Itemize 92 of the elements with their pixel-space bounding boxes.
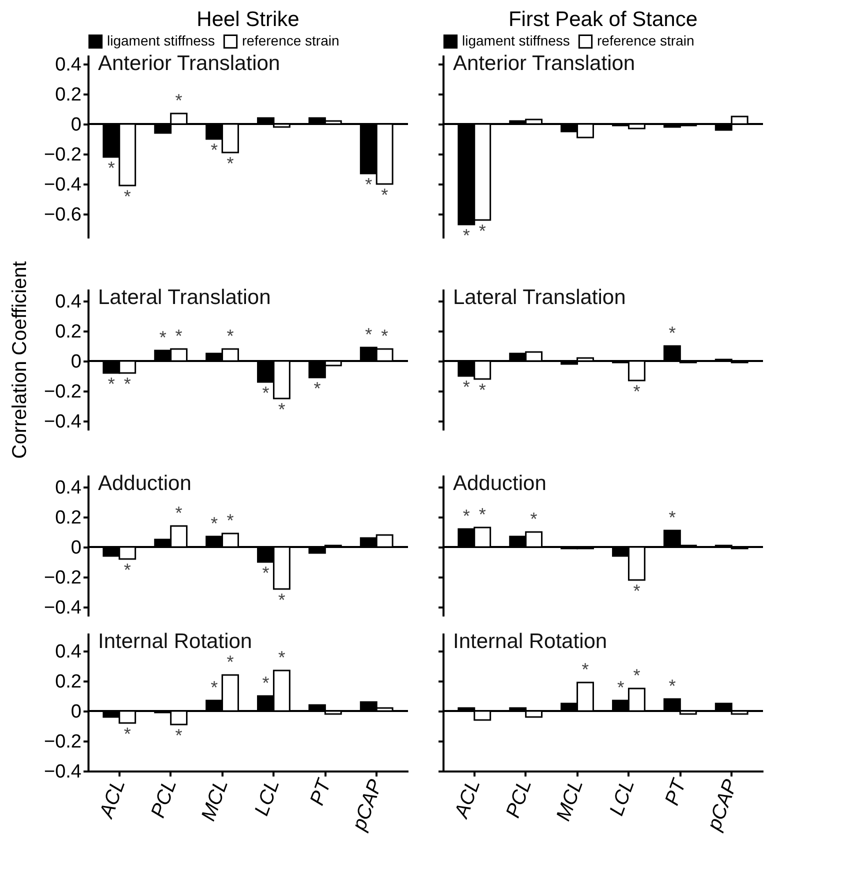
- x-tick-label: MCL: [552, 776, 588, 824]
- annotation: *: [381, 326, 388, 346]
- annotation: *: [175, 326, 182, 346]
- annotation: *: [478, 504, 486, 524]
- annotation: *: [617, 678, 624, 698]
- annotation: *: [124, 560, 131, 580]
- annotation: *: [175, 503, 182, 523]
- chart-title: Adduction: [98, 472, 192, 495]
- y-tick-label: −0.6: [44, 204, 82, 226]
- annotation: *: [210, 140, 218, 160]
- chart-title: Internal Rotation: [98, 630, 252, 653]
- annotation: *: [633, 581, 640, 601]
- y-tick-label: 0: [70, 702, 82, 722]
- chart-title: Adduction: [453, 472, 546, 495]
- legend-label: ligament stiffness: [107, 32, 215, 49]
- y-tick-label: −0.4: [44, 762, 82, 782]
- chart-title: Internal Rotation: [453, 630, 608, 653]
- annotation: *: [633, 666, 640, 686]
- x-tick-label: ACL: [450, 776, 485, 822]
- y-tick-label: 0.4: [55, 478, 82, 498]
- annotation: *: [381, 185, 388, 205]
- annotation: *: [226, 510, 234, 530]
- x-tick-label: LCL: [250, 776, 284, 819]
- x-tick-label: MCL: [197, 776, 233, 824]
- annotation: *: [365, 174, 372, 194]
- x-tick-label: PT: [661, 775, 692, 808]
- chart-title: Lateral Translation: [98, 286, 271, 309]
- legend-label: ligament stiffness: [462, 32, 570, 49]
- annotation: *: [478, 380, 486, 400]
- annotation: *: [582, 660, 589, 680]
- annotation: *: [108, 158, 115, 178]
- annotation: *: [262, 563, 270, 583]
- annotation: *: [278, 648, 286, 668]
- chart-title: First Peak of Stance: [508, 8, 698, 31]
- annotation: *: [226, 326, 234, 346]
- x-tick-label: PCL: [502, 776, 536, 821]
- y-tick-label: −0.4: [44, 412, 82, 432]
- annotation: *: [226, 652, 234, 672]
- y-tick-label: 0: [70, 114, 82, 136]
- annotation: *: [124, 186, 131, 206]
- annotation: *: [262, 673, 270, 693]
- annotation: *: [108, 374, 115, 394]
- annotation: *: [633, 382, 640, 402]
- x-tick-label: ACL: [95, 776, 130, 822]
- annotation: *: [278, 590, 286, 610]
- annotation: *: [210, 678, 218, 698]
- annotation: *: [124, 374, 131, 394]
- y-axis-title: Correlation Coefficient: [8, 260, 31, 459]
- annotation: *: [530, 509, 538, 529]
- y-tick-label: −0.2: [44, 144, 82, 166]
- chart-subtitle: Anterior Translation: [98, 52, 280, 75]
- y-tick-label: −0.4: [44, 598, 82, 618]
- annotation: *: [462, 377, 470, 397]
- y-tick-label: 0: [70, 352, 82, 372]
- y-tick-label: 0.2: [55, 508, 82, 528]
- x-tick-label: pCAP: [703, 776, 742, 834]
- y-tick-label: 0.4: [55, 292, 82, 312]
- annotation: *: [262, 383, 270, 403]
- annotation: *: [226, 154, 234, 174]
- annotation: *: [175, 726, 182, 746]
- x-tick-label: LCL: [606, 776, 640, 819]
- annotation: *: [668, 323, 676, 343]
- chart-title: Heel Strike: [196, 8, 300, 31]
- y-tick-label: 0.2: [55, 672, 82, 692]
- annotation: *: [462, 506, 470, 526]
- legend-label: reference strain: [597, 32, 694, 49]
- annotation: *: [124, 724, 131, 744]
- annotation: *: [278, 400, 286, 420]
- annotation: *: [314, 378, 321, 398]
- y-tick-label: −0.2: [44, 568, 82, 588]
- y-tick-label: 0.2: [55, 84, 82, 106]
- annotation: *: [365, 324, 372, 344]
- y-tick-label: −0.2: [44, 732, 82, 752]
- legend-label: reference strain: [242, 32, 340, 49]
- y-tick-label: 0.2: [55, 322, 82, 342]
- annotation: *: [478, 221, 486, 241]
- y-tick-label: 0.4: [55, 642, 82, 662]
- annotation: *: [668, 676, 676, 696]
- y-tick-label: 0: [70, 538, 82, 558]
- annotation: *: [668, 508, 676, 528]
- y-tick-label: −0.2: [44, 382, 82, 402]
- x-tick-label: PT: [306, 775, 336, 808]
- x-tick-label: PCL: [147, 776, 182, 821]
- y-tick-label: −0.4: [44, 174, 82, 196]
- chart-subtitle: Anterior Translation: [453, 52, 636, 75]
- annotation: *: [210, 514, 218, 534]
- y-tick-label: 0.4: [55, 54, 82, 76]
- chart-title: Lateral Translation: [453, 286, 626, 309]
- annotation: *: [462, 226, 470, 246]
- annotation: *: [159, 328, 166, 348]
- x-tick-label: pCAP: [348, 776, 388, 834]
- annotation: *: [175, 90, 182, 110]
